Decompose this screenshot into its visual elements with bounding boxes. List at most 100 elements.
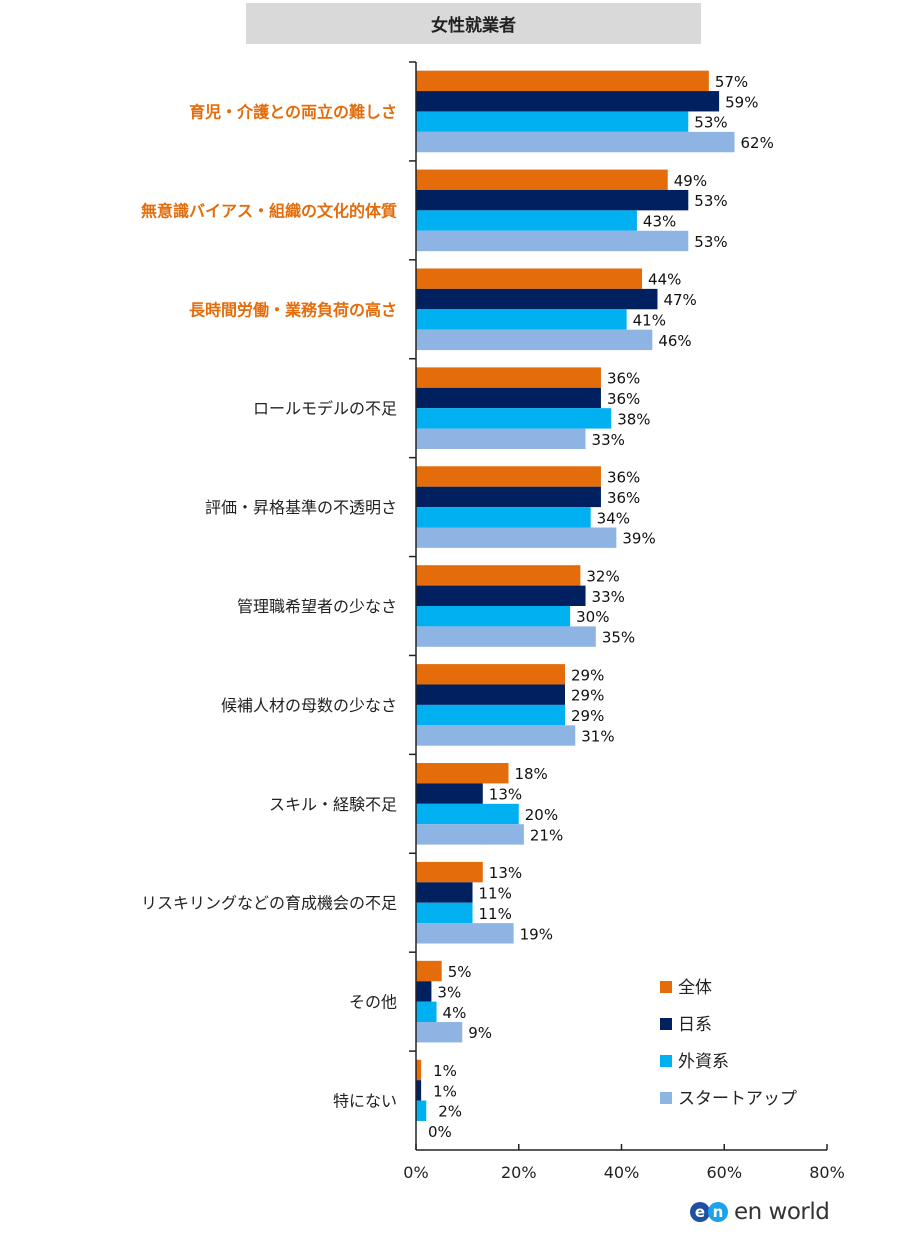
bar bbox=[416, 1080, 422, 1101]
category-label: 育児・介護との両立の難しさ bbox=[189, 102, 397, 121]
logo-mark-n: n bbox=[708, 1202, 728, 1222]
bar bbox=[416, 111, 689, 132]
legend-label: 日系 bbox=[678, 1015, 712, 1035]
bar bbox=[416, 1100, 427, 1121]
bar bbox=[416, 131, 735, 153]
legend-swatch bbox=[660, 1092, 672, 1104]
legend-swatch bbox=[660, 1018, 672, 1030]
data-label: 29% bbox=[571, 687, 604, 705]
category-label: 候補人材の母数の少なさ bbox=[221, 696, 397, 715]
data-label: 31% bbox=[581, 728, 614, 746]
bar bbox=[416, 91, 720, 112]
legend-label: 全体 bbox=[678, 978, 712, 998]
bar bbox=[416, 1059, 422, 1081]
bar bbox=[416, 486, 601, 508]
category-label: 長時間労働・業務負荷の高さ bbox=[189, 300, 397, 319]
x-tick-label: 80% bbox=[809, 1163, 845, 1182]
bar bbox=[416, 902, 473, 924]
data-label: 30% bbox=[576, 608, 609, 626]
bar bbox=[416, 466, 601, 487]
category-label: 評価・昇格基準の不透明さ bbox=[205, 498, 397, 517]
data-label: 20% bbox=[525, 806, 558, 824]
category-label: その他 bbox=[349, 993, 397, 1012]
data-label: 47% bbox=[663, 291, 696, 309]
x-tick-label: 20% bbox=[501, 1163, 537, 1182]
data-label: 36% bbox=[607, 390, 640, 408]
data-label: 19% bbox=[520, 925, 553, 943]
data-label: 43% bbox=[643, 213, 676, 231]
data-label: 5% bbox=[448, 963, 472, 981]
category-label: 管理職希望者の少なさ bbox=[237, 597, 397, 616]
data-label: 2% bbox=[438, 1103, 462, 1121]
data-label: 11% bbox=[479, 905, 512, 923]
legend-label: 外資系 bbox=[678, 1052, 729, 1072]
bar bbox=[416, 288, 658, 310]
logo-text: en world bbox=[734, 1199, 830, 1225]
bar bbox=[416, 824, 524, 845]
data-label: 62% bbox=[741, 134, 774, 152]
bar bbox=[416, 428, 586, 449]
bar bbox=[416, 1022, 463, 1043]
category-label: ロールモデルの不足 bbox=[253, 399, 397, 418]
category-label: スキル・経験不足 bbox=[269, 795, 397, 814]
bar bbox=[416, 923, 514, 944]
bar bbox=[416, 803, 519, 825]
en-world-logo: e n en world bbox=[690, 1199, 830, 1225]
data-label: 38% bbox=[617, 410, 650, 428]
data-label: 36% bbox=[607, 489, 640, 507]
data-label: 18% bbox=[514, 765, 547, 783]
x-tick-label: 0% bbox=[403, 1163, 428, 1182]
category-label: 無意識バイアス・組織の文化的体質 bbox=[141, 201, 397, 220]
data-label: 44% bbox=[648, 271, 681, 289]
bar bbox=[416, 329, 653, 351]
bar bbox=[416, 960, 442, 982]
data-label: 11% bbox=[479, 885, 512, 903]
category-label: 特にない bbox=[333, 1092, 397, 1111]
data-label: 53% bbox=[694, 192, 727, 210]
data-label: 46% bbox=[658, 332, 691, 350]
data-label: 53% bbox=[694, 114, 727, 132]
data-label: 29% bbox=[571, 707, 604, 725]
legend-label: スタートアップ bbox=[678, 1089, 797, 1109]
bar bbox=[416, 527, 617, 548]
category-label: リスキリングなどの育成機会の不足 bbox=[141, 894, 397, 913]
bar bbox=[416, 981, 432, 1002]
bar bbox=[416, 268, 643, 289]
data-label: 57% bbox=[715, 73, 748, 91]
x-tick-label: 40% bbox=[604, 1163, 640, 1182]
bar bbox=[416, 626, 596, 647]
bar bbox=[416, 408, 612, 429]
bar bbox=[416, 169, 668, 190]
bar bbox=[416, 585, 586, 606]
bar bbox=[416, 1001, 437, 1023]
x-tick-label: 60% bbox=[706, 1163, 742, 1182]
logo-mark-e: e bbox=[690, 1202, 710, 1222]
data-label: 33% bbox=[592, 431, 625, 449]
bar bbox=[416, 210, 637, 231]
data-label: 0% bbox=[428, 1123, 452, 1141]
bar bbox=[416, 189, 689, 211]
bar bbox=[416, 507, 591, 528]
data-label: 39% bbox=[622, 530, 655, 548]
legend-swatch bbox=[660, 981, 672, 993]
bar bbox=[416, 664, 565, 685]
bar bbox=[416, 230, 689, 252]
bar bbox=[416, 704, 565, 726]
data-label: 29% bbox=[571, 666, 604, 684]
data-label: 53% bbox=[694, 233, 727, 251]
data-label: 3% bbox=[437, 983, 461, 1001]
data-label: 33% bbox=[592, 588, 625, 606]
data-label: 41% bbox=[633, 311, 666, 329]
bar bbox=[416, 70, 709, 92]
data-label: 36% bbox=[607, 370, 640, 388]
bar bbox=[416, 565, 581, 586]
data-label: 21% bbox=[530, 826, 563, 844]
data-label: 36% bbox=[607, 468, 640, 486]
bar bbox=[416, 882, 473, 903]
bar bbox=[416, 725, 576, 746]
data-label: 32% bbox=[586, 567, 619, 585]
bar bbox=[416, 606, 571, 627]
data-label: 4% bbox=[443, 1004, 467, 1022]
data-label: 13% bbox=[489, 786, 522, 804]
